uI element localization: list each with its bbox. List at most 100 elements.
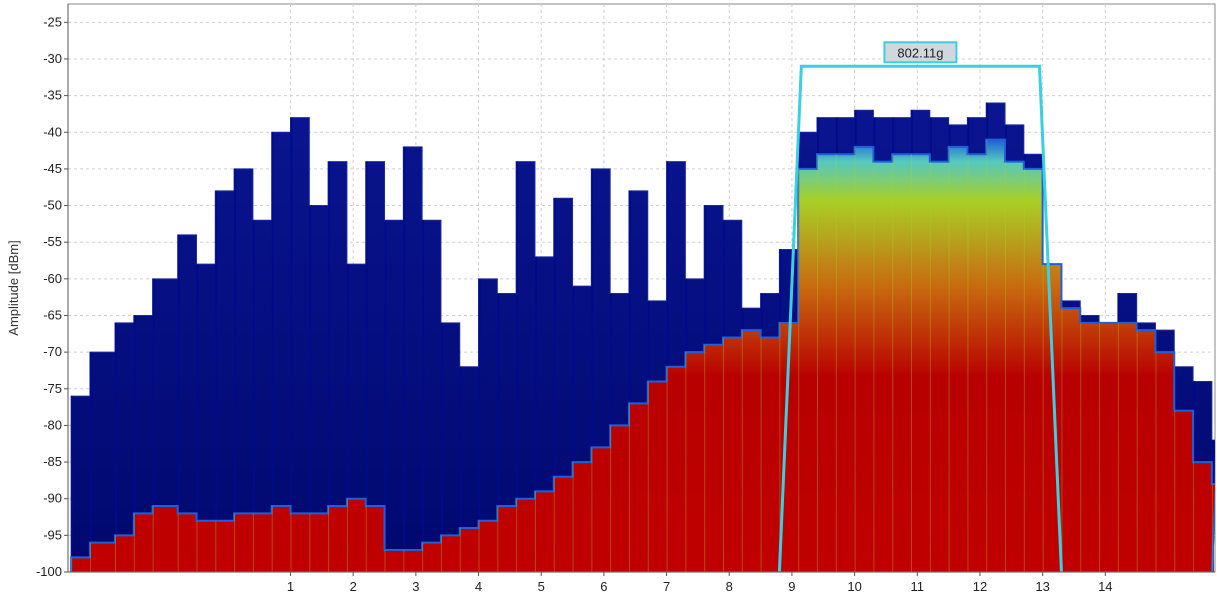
density-bar-41 bbox=[854, 146, 856, 572]
y-tick-label-0: -25 bbox=[43, 14, 62, 29]
y-tick-label-5: -50 bbox=[43, 198, 62, 213]
peak-bar-25 bbox=[553, 198, 556, 572]
density-bar-17 bbox=[403, 550, 405, 572]
x-tick-label-4: 5 bbox=[538, 579, 545, 594]
density-bar-2 bbox=[115, 535, 117, 572]
density-bar-37 bbox=[779, 322, 781, 572]
density-bar-18 bbox=[422, 542, 424, 572]
peak-bar-13 bbox=[328, 161, 331, 572]
y-tick-label-13: -90 bbox=[43, 491, 62, 506]
y-tick-label-9: -70 bbox=[43, 344, 62, 359]
y-tick-label-8: -65 bbox=[43, 307, 62, 322]
density-bar-32 bbox=[685, 352, 687, 572]
density-bar-16 bbox=[384, 550, 386, 572]
density-bar-22 bbox=[497, 506, 499, 572]
channel-label: 802.11g bbox=[897, 45, 943, 60]
density-bar-14 bbox=[346, 498, 348, 572]
y-tick-label-6: -55 bbox=[43, 234, 62, 249]
peak-bar-18 bbox=[422, 220, 425, 572]
density-bar-33 bbox=[704, 344, 706, 572]
y-tick-label-10: -75 bbox=[43, 381, 62, 396]
peak-bar-9 bbox=[252, 220, 255, 572]
peak-bar-8 bbox=[234, 168, 237, 572]
y-tick-label-1: -30 bbox=[43, 51, 62, 66]
y-tick-label-12: -85 bbox=[43, 454, 62, 469]
density-bar-57 bbox=[1155, 352, 1157, 572]
y-axis-label: Amplitude [dBm] bbox=[6, 240, 21, 335]
density-bar-42 bbox=[873, 161, 875, 572]
density-bar-10 bbox=[271, 506, 273, 572]
peak-bar-23 bbox=[516, 161, 519, 572]
density-bar-52 bbox=[1061, 308, 1063, 572]
peak-bar-24 bbox=[534, 256, 537, 572]
density-bar-24 bbox=[534, 491, 536, 572]
series-layer bbox=[70, 102, 1215, 572]
density-bar-12 bbox=[309, 513, 311, 572]
density-bar-25 bbox=[553, 476, 555, 572]
density-bar-11 bbox=[290, 513, 292, 572]
density-area bbox=[70, 138, 1215, 572]
peak-bar-15 bbox=[365, 161, 368, 572]
density-bar-8 bbox=[234, 513, 236, 572]
x-tick-label-10: 11 bbox=[911, 579, 925, 594]
density-bar-34 bbox=[722, 337, 724, 572]
peak-bar-10 bbox=[271, 132, 274, 572]
y-tick-label-3: -40 bbox=[43, 124, 62, 139]
peak-bar-12 bbox=[309, 205, 312, 572]
density-bar-40 bbox=[835, 154, 837, 572]
density-bar-7 bbox=[215, 520, 217, 572]
density-bar-51 bbox=[1042, 264, 1044, 572]
density-bar-54 bbox=[1099, 322, 1101, 572]
x-tick-label-11: 12 bbox=[973, 579, 987, 594]
density-bar-44 bbox=[911, 154, 913, 572]
density-bar-1 bbox=[89, 542, 91, 572]
channel-mask-outline bbox=[777, 64, 1063, 573]
peak-bar-29 bbox=[628, 190, 631, 572]
x-tick-label-8: 9 bbox=[788, 579, 795, 594]
peak-bar-1 bbox=[89, 352, 92, 572]
x-tick-label-6: 7 bbox=[663, 579, 670, 594]
y-tick-label-4: -45 bbox=[43, 161, 62, 176]
density-bar-53 bbox=[1080, 322, 1082, 572]
density-bar-3 bbox=[133, 513, 135, 572]
density-bar-21 bbox=[478, 520, 480, 572]
peak-bar-16 bbox=[384, 220, 387, 572]
x-tick-label-2: 3 bbox=[412, 579, 419, 594]
density-bar-5 bbox=[177, 513, 179, 572]
x-tick-label-9: 10 bbox=[847, 579, 861, 594]
density-bar-28 bbox=[610, 425, 612, 572]
x-tick-label-12: 13 bbox=[1035, 579, 1049, 594]
y-tick-label-7: -60 bbox=[43, 271, 62, 286]
peak-bar-22 bbox=[497, 293, 500, 572]
peak-bar-6 bbox=[196, 264, 199, 572]
peak-bar-4 bbox=[152, 278, 155, 572]
y-tick-label-14: -95 bbox=[43, 527, 62, 542]
x-tick-label-5: 6 bbox=[600, 579, 607, 594]
density-bar-15 bbox=[365, 506, 367, 572]
peak-bar-2 bbox=[115, 322, 118, 572]
x-tick-label-1: 2 bbox=[350, 579, 357, 594]
density-bar-49 bbox=[1005, 161, 1007, 572]
density-bar-36 bbox=[760, 337, 762, 572]
density-bar-46 bbox=[948, 146, 950, 572]
y-tick-label-11: -80 bbox=[43, 417, 62, 432]
density-bar-6 bbox=[196, 520, 198, 572]
y-tick-label-15: -100 bbox=[36, 564, 62, 579]
peak-bar-11 bbox=[290, 117, 293, 572]
peak-bar-21 bbox=[478, 278, 481, 572]
channel-label-box bbox=[883, 41, 958, 64]
density-bar-29 bbox=[628, 403, 630, 572]
x-tick-label-13: 14 bbox=[1098, 579, 1112, 594]
x-tick-labels: 1 2 3 4 5 6 7 8 9 10 11 12 13 14 bbox=[287, 572, 1113, 594]
axes bbox=[67, 4, 1215, 573]
density-bar-60 bbox=[1211, 484, 1213, 572]
peak-bar-3 bbox=[133, 315, 136, 572]
density-bar-31 bbox=[666, 366, 668, 572]
density-bar-35 bbox=[741, 330, 743, 572]
density-bar-38 bbox=[798, 168, 800, 572]
density-bar-48 bbox=[986, 139, 988, 572]
y-tick-labels: -25 -30 -35 -40 -45 -50 -55 -60 -65 -70 -75 -80 -85 -… bbox=[36, 14, 68, 579]
peak-bar-26 bbox=[572, 286, 575, 572]
peak-bar-5 bbox=[177, 234, 180, 572]
